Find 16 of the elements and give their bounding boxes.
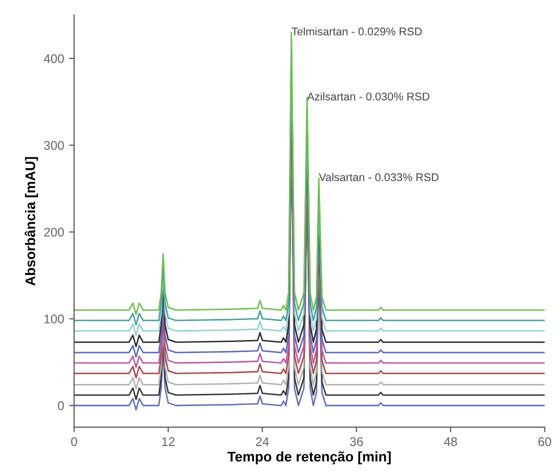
y-tick-label: 200 [44,228,64,237]
y-tick-label: 400 [44,54,64,64]
annotation: Valsartan - 0.033% RSD [318,173,439,182]
x-axis-title: Tempo de retenção [min] [228,451,391,464]
x-tick-label: 12 [162,437,175,446]
y-tick-label: 300 [44,141,64,150]
y-tick-label: 0 [58,401,64,410]
x-tick-label: 60 [538,437,552,446]
annotation: Telmisartan - 0.029% RSD [292,27,422,36]
x-tick-label: 0 [71,437,78,446]
y-axis-title: Absorbância [mAU] [24,157,38,286]
y-tick-label: 100 [44,314,64,324]
annotation: Azilsartan - 0.030% RSD [307,92,430,100]
x-tick-label: 48 [444,437,457,446]
x-tick-label: 36 [350,437,363,446]
x-tick-label: 24 [256,437,269,446]
